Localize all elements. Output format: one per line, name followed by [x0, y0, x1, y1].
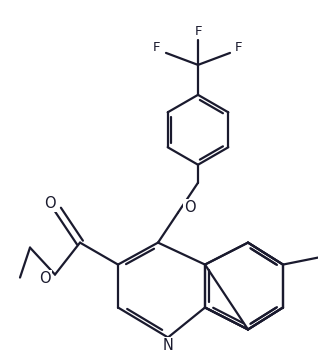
Text: F: F: [153, 42, 161, 54]
Text: F: F: [194, 26, 202, 38]
Text: N: N: [162, 338, 173, 353]
Text: F: F: [235, 42, 243, 54]
Text: O: O: [39, 271, 51, 286]
Text: O: O: [44, 196, 56, 211]
Text: O: O: [184, 200, 196, 215]
